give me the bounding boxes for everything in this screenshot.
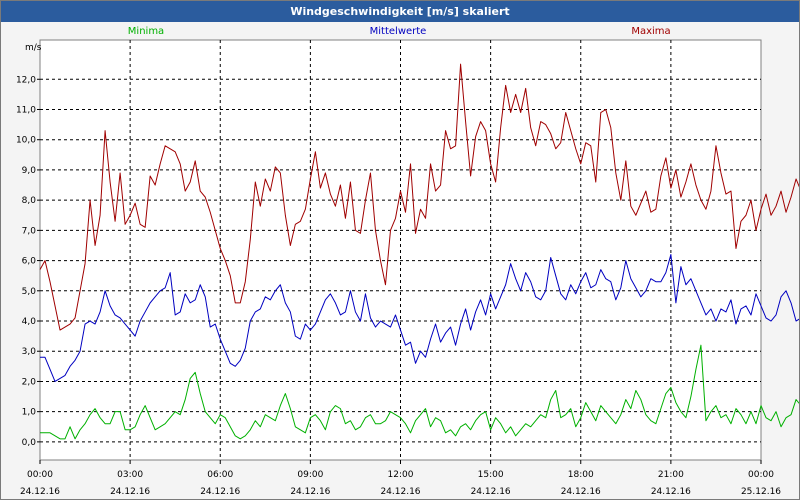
y-tick-label: 10,0 xyxy=(16,136,36,146)
y-tick-label: 12,0 xyxy=(16,75,36,85)
series-lines xyxy=(39,63,799,440)
x-tick-date-label: 24.12.16 xyxy=(380,487,420,497)
y-tick-label: 2,0 xyxy=(22,377,37,387)
x-tick-date-label: 25.12.16 xyxy=(741,487,781,497)
x-tick-time-label: 00:00 xyxy=(27,470,53,480)
y-tick-label: 6,0 xyxy=(22,257,37,267)
x-tick-date-label: 24.12.16 xyxy=(200,487,240,497)
x-tick-date-label: 24.12.16 xyxy=(290,487,330,497)
y-tick-label: 9,0 xyxy=(22,166,37,176)
x-tick-time-label: 12:00 xyxy=(388,470,414,480)
x-tick-time-label: 21:00 xyxy=(658,470,684,480)
x-tick-date-label: 24.12.16 xyxy=(561,487,601,497)
y-tick-label: 4,0 xyxy=(22,317,37,327)
series-line-mean xyxy=(40,254,799,382)
y-tick-label: 1,0 xyxy=(22,408,37,418)
legend-minima: Minima xyxy=(128,26,164,37)
series-line-max xyxy=(39,63,799,331)
y-tick-label: 8,0 xyxy=(22,196,37,206)
y-axis-ticks: 0,0 1,0 2,0 3,0 4,0 5,0 6,0 7,0 8,0 9,0 10,0 11,0 12… xyxy=(16,75,40,448)
x-tick-time-label: 00:00 xyxy=(748,470,774,480)
grid-lines xyxy=(40,40,761,460)
legend-maxima: Maxima xyxy=(631,26,670,37)
x-tick-date-label: 24.12.16 xyxy=(110,487,150,497)
x-tick-date-label: 24.12.16 xyxy=(20,487,60,497)
x-tick-time-label: 03:00 xyxy=(117,470,143,480)
x-axis-ticks: 00:00 24.12.16 03:00 24.12.16 06:00 24.12.16 0… xyxy=(20,460,781,497)
y-tick-label: 0,0 xyxy=(22,438,37,448)
series-line-min xyxy=(40,344,799,440)
y-tick-label: 11,0 xyxy=(16,105,36,115)
legend-mittelwerte: Mittelwerte xyxy=(370,26,427,37)
y-tick-label: 7,0 xyxy=(22,226,37,236)
y-axis-unit-label: m/s xyxy=(25,43,42,53)
y-tick-label: 3,0 xyxy=(22,347,37,357)
x-tick-time-label: 15:00 xyxy=(478,470,504,480)
window-title: Windgeschwindigkeit [m/s] skaliert xyxy=(1,1,799,22)
y-tick-label: 5,0 xyxy=(22,287,37,297)
x-tick-date-label: 24.12.16 xyxy=(651,487,691,497)
x-tick-time-label: 06:00 xyxy=(207,470,233,480)
x-tick-date-label: 24.12.16 xyxy=(471,487,511,497)
x-tick-time-label: 18:00 xyxy=(568,470,594,480)
x-tick-time-label: 09:00 xyxy=(297,470,323,480)
